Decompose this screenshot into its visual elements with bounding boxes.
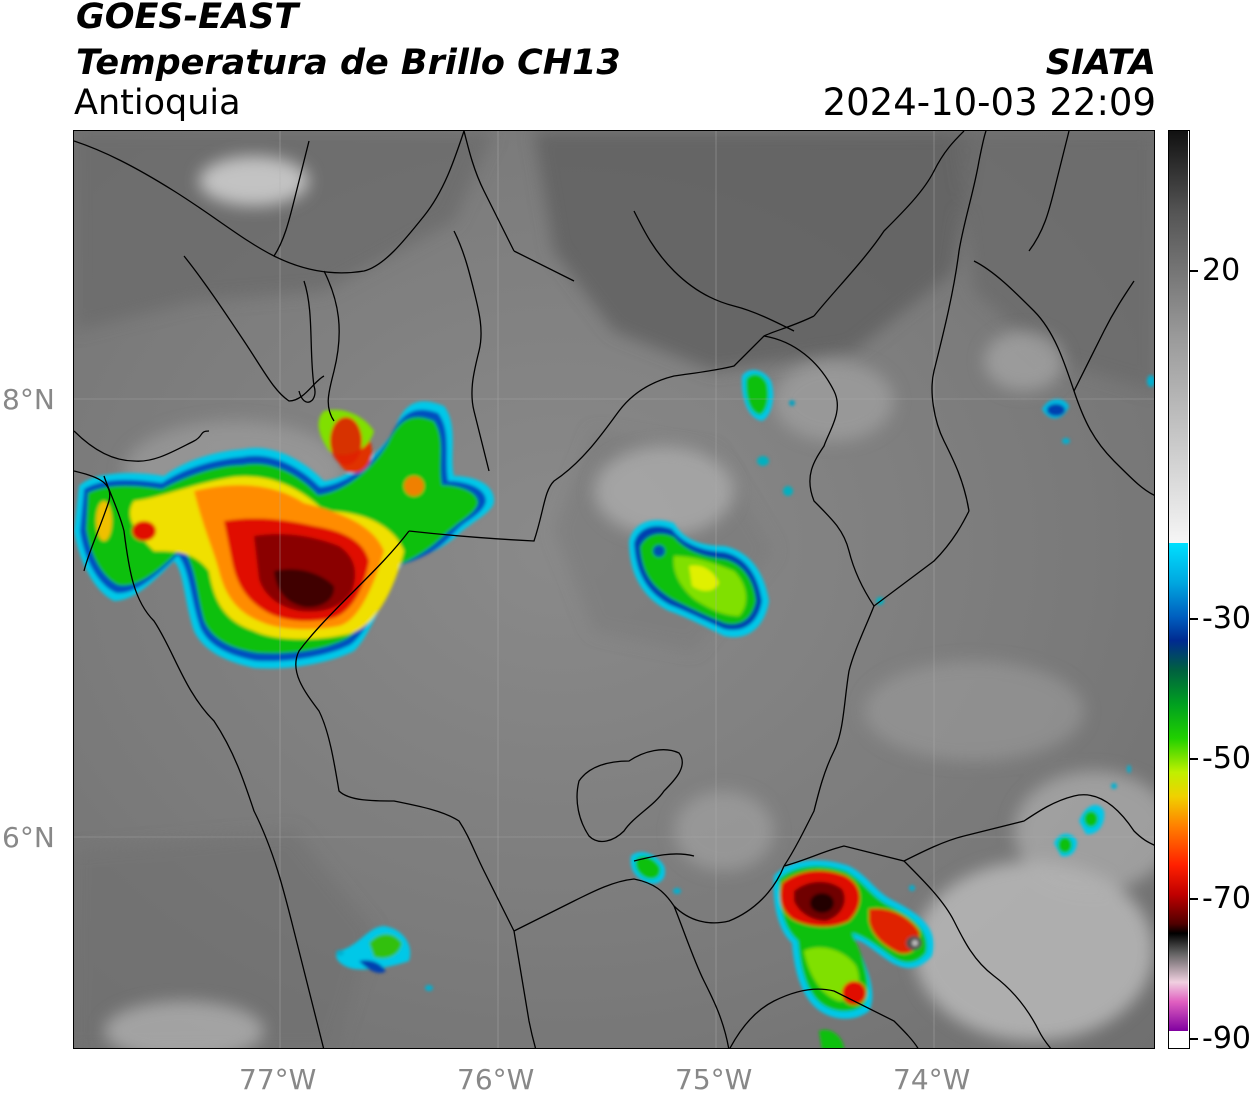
warm-regions bbox=[74, 131, 1154, 1048]
gridlines bbox=[74, 131, 1154, 1048]
colorbar-tick-minus30 bbox=[1190, 618, 1198, 620]
product-title: Temperatura de Brillo CH13 bbox=[76, 43, 621, 83]
organization-label: SIATA bbox=[1045, 43, 1156, 83]
storm-north-cells bbox=[741, 369, 884, 605]
datetime-label: 2024-10-03 22:09 bbox=[822, 81, 1156, 124]
storm-east bbox=[1054, 765, 1131, 857]
colorbar-tick-minus50 bbox=[1190, 758, 1198, 760]
lon-label-74w: 74°W bbox=[893, 1063, 971, 1096]
map-canvas bbox=[74, 131, 1154, 1048]
colorbar-label-minus50: -50 bbox=[1202, 741, 1251, 776]
lon-label-77w: 77°W bbox=[239, 1063, 317, 1096]
storm-southeast bbox=[773, 860, 934, 1048]
cool-cloud-regions bbox=[104, 156, 1154, 1048]
colorbar-label-minus70: -70 bbox=[1202, 881, 1251, 916]
storm-west bbox=[74, 401, 494, 669]
lon-label-75w: 75°W bbox=[675, 1063, 753, 1096]
storm-southwest bbox=[336, 926, 433, 991]
temperature-colorbar bbox=[1168, 130, 1190, 1049]
storm-northeast bbox=[1042, 375, 1154, 444]
satellite-title: GOES-EAST bbox=[76, 0, 299, 37]
lat-label-8n: 8°N bbox=[2, 383, 55, 416]
colorbar-tick-20 bbox=[1190, 270, 1198, 272]
colorbar-label-minus30: -30 bbox=[1202, 601, 1251, 636]
colorbar-tick-minus90 bbox=[1190, 1038, 1198, 1040]
colorbar-tick-minus70 bbox=[1190, 898, 1198, 900]
lat-label-6n: 6°N bbox=[2, 821, 55, 854]
borders bbox=[74, 131, 1154, 1048]
colorbar-label-20: 20 bbox=[1202, 253, 1241, 288]
storm-central bbox=[629, 520, 769, 638]
region-label: Antioquia bbox=[74, 83, 241, 123]
satellite-map[interactable] bbox=[73, 130, 1155, 1049]
colorbar-label-minus90: -90 bbox=[1202, 1021, 1251, 1056]
lon-label-76w: 76°W bbox=[457, 1063, 535, 1096]
